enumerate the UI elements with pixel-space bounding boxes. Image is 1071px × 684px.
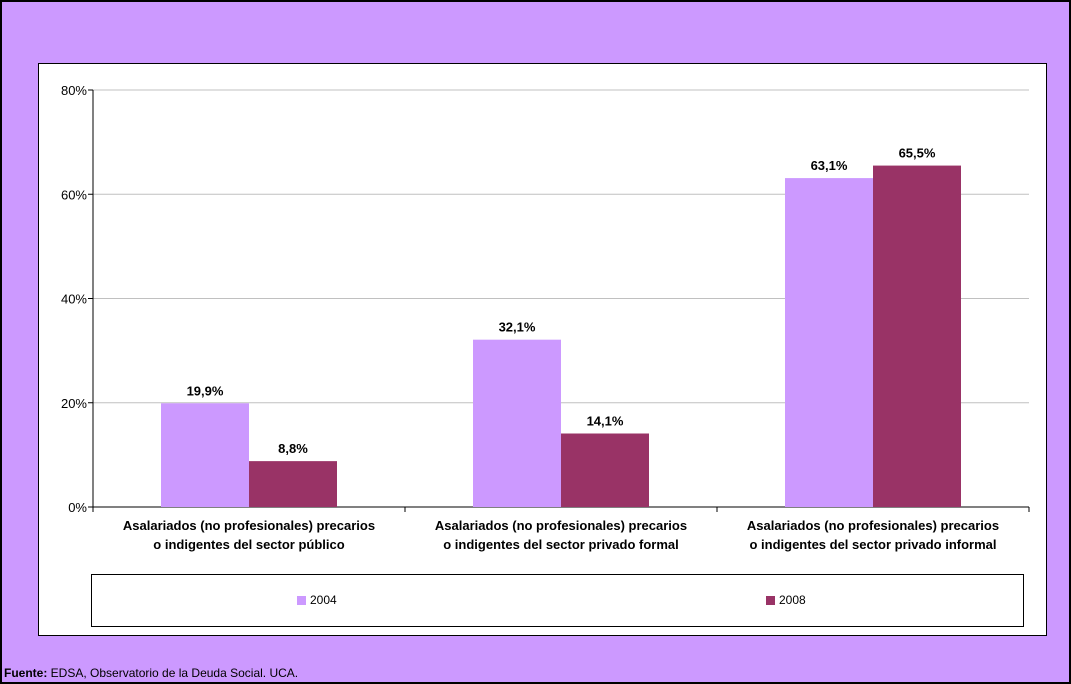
bar-2004-0 — [161, 403, 249, 507]
x-category-label: Asalariados (no profesionales) precarios — [435, 518, 687, 533]
x-category-label: o indigentes del sector público — [153, 537, 344, 552]
bar-2008-2 — [873, 165, 961, 508]
legend-entry-2004: 2004 — [297, 593, 337, 607]
source-footer: Fuente: EDSA, Observatorio de la Deuda S… — [4, 666, 298, 680]
x-category-label: Asalariados (no profesionales) precarios — [123, 518, 375, 533]
legend: 2004 2008 — [91, 574, 1024, 627]
legend-swatch-2004 — [297, 595, 306, 605]
data-label: 32,1% — [499, 320, 536, 335]
y-tick-label: 60% — [61, 187, 87, 202]
x-category-label: o indigentes del sector privado informal — [749, 537, 996, 552]
legend-label-2004: 2004 — [310, 593, 337, 607]
bar-2008-1 — [561, 433, 649, 507]
legend-label-2008: 2008 — [779, 593, 806, 607]
data-label: 19,9% — [187, 383, 224, 398]
bar-chart: 0% 20% 40% 60% 80% 19,9% 8,8% Asalariados (no p… — [61, 83, 1030, 552]
data-label: 63,1% — [811, 158, 848, 173]
y-tick-label: 0% — [68, 500, 87, 515]
bar-2008-0 — [249, 461, 337, 507]
bar-2004-2 — [785, 178, 873, 507]
source-text: EDSA, Observatorio de la Deuda Social. U… — [47, 666, 299, 680]
x-category-label: o indigentes del sector privado formal — [443, 537, 679, 552]
y-tick-label: 80% — [61, 83, 87, 98]
chart-panel: 0% 20% 40% 60% 80% 19,9% 8,8% Asalariados (no p… — [38, 63, 1047, 636]
data-label: 14,1% — [587, 414, 624, 429]
source-label: Fuente: — [4, 666, 48, 680]
x-category-label: Asalariados (no profesionales) precarios — [747, 518, 999, 533]
y-tick-label: 20% — [61, 396, 87, 411]
data-label: 65,5% — [899, 146, 936, 161]
legend-entry-2008: 2008 — [766, 593, 806, 607]
data-label: 8,8% — [278, 441, 308, 456]
y-tick-label: 40% — [61, 292, 87, 307]
legend-swatch-2008 — [766, 595, 775, 605]
bar-2004-1 — [473, 339, 561, 507]
